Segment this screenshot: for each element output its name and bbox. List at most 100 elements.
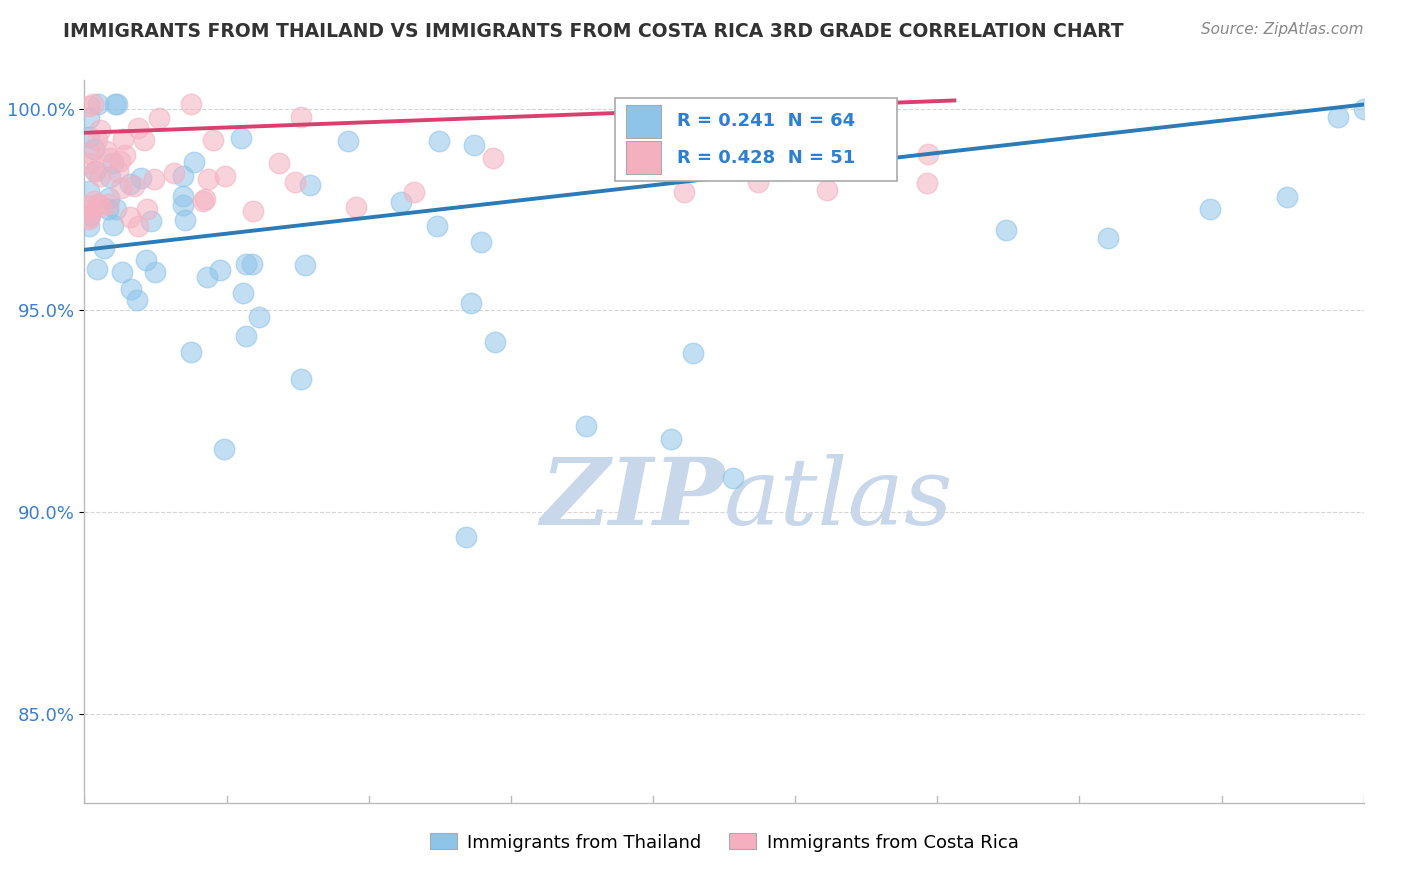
Point <box>79 208 101 222</box>
Point <box>194 192 217 206</box>
Point <box>98 151 121 165</box>
Point <box>235 257 257 271</box>
Point <box>93 241 115 255</box>
Point <box>484 334 506 349</box>
Point <box>180 344 202 359</box>
Point <box>214 169 236 183</box>
Point <box>84 163 107 178</box>
Point <box>94 145 117 159</box>
Point <box>89 169 111 184</box>
Point <box>994 222 1017 236</box>
Point <box>915 176 938 190</box>
Point <box>212 442 235 456</box>
Point <box>195 269 218 284</box>
Text: IMMIGRANTS FROM THAILAND VS IMMIGRANTS FROM COSTA RICA 3RD GRADE CORRELATION CHA: IMMIGRANTS FROM THAILAND VS IMMIGRANTS F… <box>63 22 1123 41</box>
Bar <box>626 105 661 137</box>
Point <box>1353 102 1375 116</box>
Point <box>426 219 449 233</box>
Point <box>191 194 214 208</box>
Point <box>87 197 110 211</box>
Point <box>107 164 129 178</box>
Point <box>139 214 162 228</box>
Point <box>79 98 101 112</box>
Point <box>269 156 291 170</box>
Point <box>101 219 124 233</box>
Point <box>180 97 202 112</box>
Point <box>134 133 156 147</box>
Point <box>657 133 679 147</box>
Point <box>659 432 682 446</box>
Point <box>456 530 478 544</box>
Point <box>389 195 412 210</box>
Point <box>1097 230 1119 244</box>
Point <box>79 155 101 169</box>
Point <box>108 154 131 169</box>
Point <box>1327 110 1350 124</box>
Point <box>111 132 134 146</box>
Point <box>404 185 426 199</box>
Point <box>111 265 134 279</box>
Point <box>90 199 112 213</box>
Point <box>82 97 104 112</box>
Point <box>470 235 492 249</box>
Point <box>129 170 152 185</box>
Point <box>682 346 704 360</box>
Point <box>127 120 149 135</box>
Bar <box>626 141 661 174</box>
Point <box>79 219 101 233</box>
Point <box>172 169 194 184</box>
Point <box>235 328 257 343</box>
Point <box>294 258 316 272</box>
Point <box>120 282 142 296</box>
Point <box>290 111 312 125</box>
Point <box>79 210 101 224</box>
Point <box>172 198 194 212</box>
Point <box>86 133 108 147</box>
Point <box>716 156 738 170</box>
Point <box>1199 202 1222 217</box>
Point <box>87 97 110 112</box>
Point <box>135 252 157 267</box>
Point <box>173 212 195 227</box>
Point <box>242 204 264 219</box>
Point <box>429 134 451 148</box>
Point <box>183 154 205 169</box>
Point <box>97 197 120 211</box>
Point <box>163 165 186 179</box>
Point <box>83 142 105 156</box>
Point <box>101 156 124 170</box>
Point <box>197 172 219 186</box>
Point <box>344 200 367 214</box>
Point <box>114 148 136 162</box>
Point <box>79 146 101 161</box>
Point <box>105 97 128 112</box>
Point <box>79 130 101 145</box>
Point <box>89 123 111 137</box>
Text: ZIP: ZIP <box>540 454 724 544</box>
Point <box>575 418 598 433</box>
Point <box>122 179 145 194</box>
Point <box>110 181 132 195</box>
Point <box>298 178 321 192</box>
Point <box>84 163 107 178</box>
Point <box>1275 190 1298 204</box>
Point <box>672 185 695 199</box>
Point <box>460 296 482 310</box>
Point <box>98 191 121 205</box>
Point <box>229 131 252 145</box>
Text: R = 0.241  N = 64: R = 0.241 N = 64 <box>676 112 855 130</box>
Point <box>79 205 101 219</box>
Point <box>148 111 170 125</box>
Point <box>79 185 101 199</box>
Point <box>482 151 505 165</box>
Point <box>721 471 744 485</box>
Point <box>120 210 142 224</box>
Point <box>463 138 485 153</box>
Point <box>284 175 307 189</box>
Point <box>127 219 149 233</box>
Point <box>172 189 194 203</box>
Text: atlas: atlas <box>724 454 953 544</box>
Point <box>290 372 312 386</box>
Point <box>118 178 141 192</box>
Point <box>202 133 225 147</box>
